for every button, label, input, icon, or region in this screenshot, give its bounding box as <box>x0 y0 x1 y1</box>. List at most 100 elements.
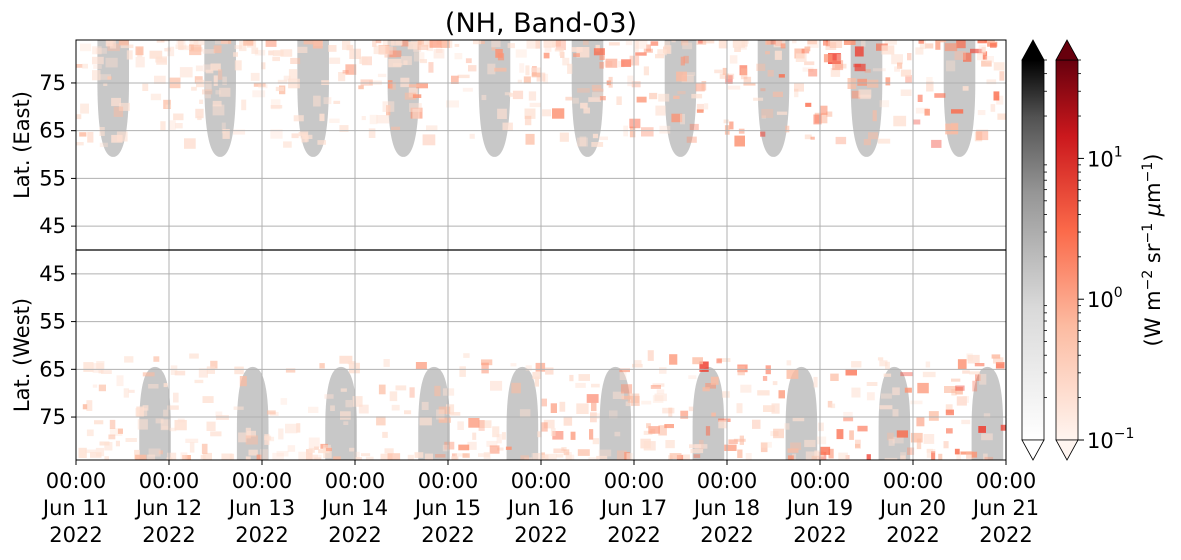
radiance-cell <box>562 57 570 66</box>
radiance-cell <box>441 40 450 48</box>
x-tick-label: Jun 20 <box>878 496 946 520</box>
radiance-cell <box>124 356 134 363</box>
radiance-cell <box>134 449 140 460</box>
colorbar-greys <box>1021 39 1045 461</box>
radiance-cell <box>981 46 986 53</box>
radiance-cell <box>302 134 313 139</box>
x-tick-label: Jun 17 <box>599 496 667 520</box>
radiance-cell <box>926 82 933 92</box>
radiance-cell <box>892 409 899 417</box>
radiance-cell <box>494 67 507 72</box>
radiance-cell <box>185 438 199 443</box>
radiance-cell <box>907 53 912 61</box>
radiance-cell <box>977 110 986 116</box>
radiance-cell <box>400 77 410 88</box>
radiance-cell <box>915 47 924 55</box>
radiance-cell <box>679 454 690 460</box>
radiance-cell <box>517 79 522 84</box>
radiance-cell <box>326 447 332 452</box>
radiance-cell <box>974 131 983 142</box>
radiance-cell <box>247 430 256 437</box>
radiance-cell <box>389 82 396 90</box>
radiance-cell <box>807 40 817 45</box>
radiance-cell <box>153 356 160 362</box>
radiance-cell <box>523 76 531 84</box>
radiance-cell <box>312 454 322 460</box>
radiance-cell <box>199 99 204 104</box>
radiance-cell <box>671 40 676 43</box>
radiance-cell <box>926 77 933 86</box>
radiance-cell <box>160 40 169 42</box>
radiance-cell <box>314 457 322 460</box>
radiance-cell <box>196 79 205 88</box>
x-tick-label: Jun 14 <box>320 496 388 520</box>
radiance-cell <box>945 404 953 414</box>
radiance-cell <box>125 438 137 442</box>
radiance-cell <box>462 453 470 458</box>
radiance-cell <box>233 52 238 57</box>
x-tick-label: 00:00 <box>883 469 944 493</box>
radiance-cell <box>101 370 112 374</box>
radiance-cell <box>926 449 936 453</box>
radiance-cell <box>982 51 988 60</box>
radiance-cell <box>376 416 386 426</box>
radiance-cell <box>659 125 671 134</box>
radiance-cell <box>576 137 588 147</box>
y-tick-label-west: 55 <box>39 310 66 334</box>
radiance-cell <box>87 131 94 143</box>
radiance-cell <box>576 47 590 58</box>
radiance-cell <box>103 82 108 86</box>
radiance-cell <box>813 376 818 388</box>
radiance-cell <box>221 122 226 134</box>
radiance-cell <box>543 73 549 84</box>
radiance-cell <box>525 65 530 76</box>
radiance-cell <box>633 360 642 365</box>
radiance-cell <box>680 56 685 66</box>
radiance-cell <box>943 441 949 449</box>
radiance-cell <box>723 119 729 124</box>
radiance-cell <box>924 108 930 116</box>
radiance-cell <box>205 94 211 99</box>
radiance-cell <box>193 40 205 46</box>
radiance-cell <box>593 48 605 56</box>
radiance-cell <box>408 87 418 98</box>
radiance-cell <box>589 429 594 440</box>
radiance-cell <box>313 95 321 107</box>
radiance-cell <box>534 376 539 387</box>
radiance-cell <box>913 119 921 125</box>
radiance-cell <box>80 43 92 52</box>
radiance-cell <box>979 373 987 385</box>
radiance-cell <box>372 40 377 47</box>
radiance-cell <box>990 104 996 112</box>
radiance-cell <box>910 432 923 443</box>
radiance-cell <box>248 449 258 456</box>
radiance-cell <box>497 108 507 119</box>
radiance-cell <box>757 390 770 396</box>
radiance-cell <box>966 451 974 459</box>
radiance-cell <box>778 390 785 399</box>
radiance-cell <box>925 43 934 49</box>
radiance-cell <box>189 442 195 453</box>
radiance-cell <box>621 395 632 400</box>
radiance-cell <box>694 444 708 449</box>
radiance-cell <box>772 91 783 98</box>
radiance-cell <box>576 403 589 414</box>
radiance-cell <box>435 454 446 458</box>
radiance-cell <box>977 51 987 61</box>
radiance-cell <box>82 404 88 410</box>
radiance-cell <box>704 103 709 110</box>
radiance-cell <box>792 417 805 422</box>
radiance-cell <box>609 410 618 419</box>
radiance-cell <box>170 365 178 375</box>
radiance-cell <box>917 94 923 102</box>
radiance-cell <box>293 115 304 122</box>
radiance-cell <box>446 100 459 108</box>
radiance-cell <box>740 384 752 393</box>
radiance-cell <box>308 437 320 448</box>
radiance-cell <box>893 115 907 127</box>
radiance-cell <box>917 382 929 394</box>
radiance-cell <box>956 452 961 460</box>
radiance-cell <box>847 78 857 89</box>
radiance-cell <box>787 455 794 460</box>
radiance-cell <box>239 41 247 52</box>
